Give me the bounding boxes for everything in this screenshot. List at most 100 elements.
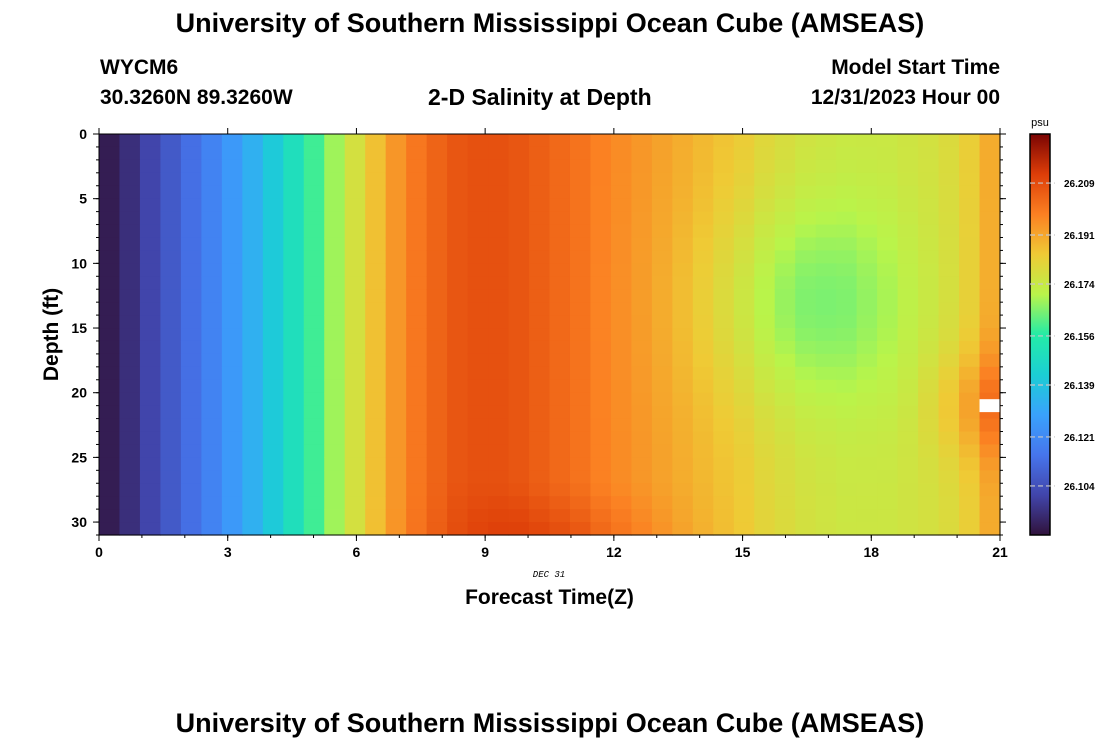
heatmap-cell: [262, 431, 284, 446]
heatmap-cell: [303, 315, 325, 329]
heatmap-cell: [385, 237, 407, 252]
heatmap-cell: [672, 172, 694, 187]
heatmap-cell: [508, 340, 530, 355]
heatmap-cell: [221, 353, 243, 368]
heatmap-cell: [426, 444, 448, 458]
heatmap-cell: [856, 211, 878, 226]
heatmap-cell: [242, 509, 264, 523]
heatmap-cell: [590, 263, 612, 277]
heatmap-cell: [201, 237, 223, 252]
heatmap-cell: [590, 172, 612, 187]
heatmap-cell: [385, 418, 407, 433]
heatmap-cell: [713, 470, 735, 484]
heatmap-cell: [836, 444, 858, 458]
heatmap-cell: [672, 328, 694, 342]
heatmap-cell: [651, 392, 673, 407]
heatmap-cell: [529, 146, 551, 161]
heatmap-cell: [569, 418, 592, 433]
heatmap-cell: [938, 431, 960, 446]
heatmap-cell: [119, 418, 141, 433]
heatmap-cell: [549, 431, 571, 446]
heatmap-cell: [119, 250, 141, 264]
heatmap-cell: [447, 211, 469, 226]
heatmap-cell: [447, 224, 469, 239]
heatmap-cell: [877, 250, 899, 264]
heatmap-cell: [610, 159, 633, 174]
heatmap-cell: [549, 250, 571, 264]
heatmap-cell: [754, 509, 776, 523]
heatmap-cell: [160, 509, 182, 523]
heatmap-cell: [590, 146, 612, 161]
heatmap-cell: [590, 470, 612, 484]
heatmap-cell: [488, 289, 510, 303]
heatmap-cell: [979, 185, 1001, 200]
heatmap-cell: [406, 444, 428, 458]
heatmap-cell: [385, 250, 407, 264]
heatmap-cell: [119, 457, 141, 471]
heatmap-cell: [877, 134, 899, 148]
heatmap-cell: [938, 315, 960, 329]
heatmap-cell: [303, 431, 325, 446]
heatmap-cell: [938, 263, 960, 277]
heatmap-cell: [303, 353, 325, 368]
heatmap-cell: [201, 302, 223, 316]
heatmap-cell: [795, 444, 817, 458]
heatmap-cell: [672, 340, 694, 355]
heatmap-cell: [774, 134, 796, 148]
heatmap-cell: [754, 172, 776, 187]
heatmap-cell: [365, 263, 387, 277]
heatmap-cell: [467, 134, 489, 148]
heatmap-cell: [692, 172, 714, 187]
heatmap-cell: [692, 392, 714, 407]
heatmap-cell: [856, 315, 878, 329]
heatmap-cell: [467, 289, 489, 303]
heatmap-cell: [406, 522, 428, 536]
heatmap-cell: [406, 366, 428, 381]
heatmap-cell: [529, 185, 551, 200]
heatmap-cell: [651, 276, 673, 290]
heatmap-cell: [201, 315, 223, 329]
heatmap-cell: [324, 483, 346, 497]
heatmap-cell: [303, 405, 325, 420]
heatmap-cell: [815, 340, 837, 355]
heatmap-cell: [385, 134, 407, 148]
heatmap-cell: [529, 263, 551, 277]
heatmap-cell: [713, 172, 735, 187]
heatmap-cell: [139, 353, 162, 368]
heatmap-cell: [672, 263, 694, 277]
heatmap-cell: [160, 224, 182, 239]
heatmap-cell: [836, 159, 858, 174]
heatmap-cell: [877, 379, 899, 394]
heatmap-cell: [385, 444, 407, 458]
heatmap-cell: [160, 340, 182, 355]
heatmap-cell: [406, 172, 428, 187]
heatmap-cell: [283, 392, 305, 407]
heatmap-cell: [426, 224, 448, 239]
heatmap-cell: [877, 522, 899, 536]
heatmap-cell: [160, 483, 182, 497]
heatmap-cell: [774, 237, 796, 252]
heatmap-cell: [815, 328, 837, 342]
heatmap-cell: [610, 328, 633, 342]
heatmap-cell: [119, 444, 141, 458]
heatmap-cell: [262, 470, 284, 484]
heatmap-cell: [754, 431, 776, 446]
heatmap-cell: [180, 159, 202, 174]
heatmap-cell: [529, 172, 551, 187]
heatmap-cell: [979, 172, 1001, 187]
heatmap-cell: [119, 237, 141, 252]
heatmap-cell: [795, 302, 817, 316]
heatmap-cell: [692, 366, 714, 381]
heatmap-cell: [242, 353, 264, 368]
heatmap-cell: [221, 302, 243, 316]
heatmap-cell: [836, 328, 858, 342]
heatmap-cell: [897, 315, 919, 329]
heatmap-cell: [508, 315, 530, 329]
heatmap-cell: [897, 366, 919, 381]
heatmap-cell: [201, 496, 223, 510]
heatmap-cell: [119, 302, 141, 316]
heatmap-cell: [99, 366, 121, 381]
heatmap-cell: [774, 224, 796, 239]
heatmap-cell: [467, 198, 489, 213]
heatmap-cell: [344, 444, 366, 458]
